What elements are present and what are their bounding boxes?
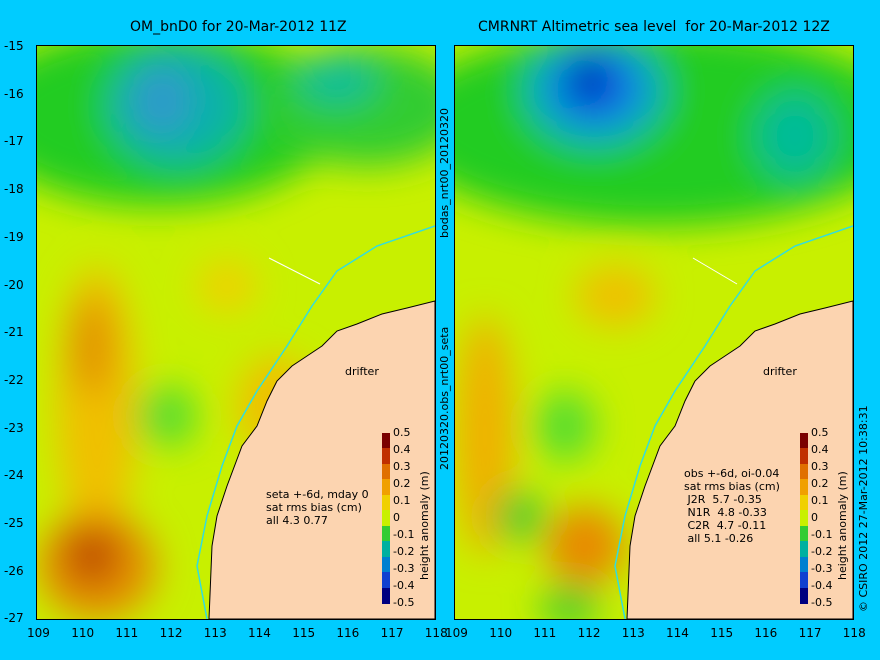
x-tick-label: 114 bbox=[666, 626, 689, 640]
colorbar-swatch bbox=[800, 463, 808, 481]
colorbar-swatch bbox=[800, 587, 808, 604]
x-tick-label: 110 bbox=[489, 626, 513, 640]
y-tick-label: -22 bbox=[4, 372, 24, 387]
colorbar-tick-label: -0.1 bbox=[811, 528, 833, 541]
colorbar-tick-label: 0.2 bbox=[393, 477, 411, 490]
x-tick-label: 115 bbox=[710, 626, 734, 640]
y-tick-label: -15 bbox=[4, 39, 24, 53]
y-tick-label: -25 bbox=[4, 516, 24, 530]
colorbar-swatch bbox=[382, 587, 390, 604]
x-tick-label: 114 bbox=[248, 626, 271, 640]
x-tick-label: 112 bbox=[159, 626, 183, 640]
colorbar-tick-label: 0.1 bbox=[393, 494, 411, 507]
left-drifter-label: drifter bbox=[345, 365, 379, 378]
left-map-title: OM_bnD0 for 20-Mar-2012 11Z bbox=[130, 19, 347, 35]
y-tick-label: -18 bbox=[4, 182, 24, 197]
x-tick-label: 116 bbox=[336, 626, 360, 640]
y-tick-label: -16 bbox=[4, 86, 24, 101]
x-tick-label: 113 bbox=[203, 626, 227, 640]
colorbar-tick-label: -0.4 bbox=[811, 579, 833, 592]
colorbar-tick-label: -0.1 bbox=[393, 528, 415, 541]
x-tick-label: 112 bbox=[577, 626, 601, 640]
obs-file-label: 20120320.obs_nrt00_seta bbox=[438, 326, 451, 470]
left-map-svg bbox=[37, 46, 435, 619]
colorbar-swatch bbox=[800, 433, 808, 450]
y-tick-label: -17 bbox=[4, 134, 24, 149]
colorbar-tick-label: -0.3 bbox=[393, 562, 415, 575]
right-map-svg bbox=[455, 46, 853, 619]
colorbar-swatch bbox=[800, 541, 808, 558]
right-stats-box: obs +-6d, oi-0.04 sat rms bias (cm) J2R … bbox=[684, 467, 780, 545]
y-tick-label: -26 bbox=[4, 563, 24, 578]
colorbar-swatch bbox=[382, 433, 390, 450]
colorbar-swatch bbox=[800, 448, 808, 465]
colorbar-swatch bbox=[382, 479, 390, 496]
x-tick-label: 117 bbox=[798, 626, 822, 640]
colorbar-tick-label: -0.4 bbox=[393, 579, 415, 592]
x-tick-label: 116 bbox=[754, 626, 778, 640]
y-tick-label: -20 bbox=[4, 277, 24, 292]
x-tick-label: 115 bbox=[292, 626, 316, 640]
x-tick-label: 111 bbox=[533, 626, 557, 640]
colorbar-swatch bbox=[382, 541, 390, 558]
colorbar-tick-label: 0.4 bbox=[811, 443, 829, 456]
colorbar-swatch bbox=[382, 463, 390, 481]
colorbar-swatch bbox=[800, 494, 808, 512]
colorbar-tick-label: 0.1 bbox=[811, 494, 829, 507]
colorbar-swatch bbox=[382, 494, 390, 512]
copyright-label: © CSIRO 2012 27-Mar-2012 10:38:31 bbox=[857, 405, 870, 612]
x-tick-label: 109 bbox=[445, 626, 468, 640]
colorbar-tick-label: 0.4 bbox=[393, 443, 411, 456]
y-tick-label: -19 bbox=[4, 229, 24, 244]
colorbar-tick-label: 0 bbox=[393, 511, 400, 524]
colorbar-axis-label: height anomaly (m) bbox=[836, 471, 849, 580]
y-tick-label: -24 bbox=[4, 468, 24, 483]
colorbar-swatch bbox=[800, 556, 808, 574]
colorbar-tick-label: 0.5 bbox=[393, 426, 411, 439]
x-tick-label: 111 bbox=[115, 626, 139, 640]
x-tick-label: 110 bbox=[71, 626, 95, 640]
right-drifter-label: drifter bbox=[763, 365, 797, 378]
colorbar-swatch bbox=[800, 479, 808, 496]
y-tick-label: -27 bbox=[4, 611, 24, 626]
colorbar-swatch bbox=[800, 510, 808, 527]
left-stats-box: seta +-6d, mday 0 sat rms bias (cm) all … bbox=[266, 488, 369, 527]
left-drifter-track bbox=[268, 257, 321, 285]
colorbar-tick-label: 0 bbox=[811, 511, 818, 524]
colorbar-swatch bbox=[382, 572, 390, 589]
colorbar-swatch bbox=[800, 525, 808, 543]
colorbar-tick-label: 0.2 bbox=[811, 477, 829, 490]
x-tick-label: 117 bbox=[380, 626, 404, 640]
colorbar-swatch bbox=[382, 510, 390, 527]
x-tick-label: 109 bbox=[27, 626, 50, 640]
colorbar-tick-label: -0.3 bbox=[811, 562, 833, 575]
y-tick-label: -23 bbox=[4, 420, 24, 435]
x-tick-label: 113 bbox=[621, 626, 645, 640]
colorbar-swatch bbox=[382, 556, 390, 574]
right-land bbox=[626, 300, 853, 619]
right-map-title: CMRNRT Altimetric sea level for 20-Mar-2… bbox=[478, 19, 830, 35]
x-tick-label: 118 bbox=[842, 626, 866, 640]
left-shelf-contour bbox=[196, 225, 435, 619]
colorbar-tick-label: 0.3 bbox=[811, 460, 829, 473]
right-shelf-contour bbox=[614, 225, 853, 619]
colorbar-tick-label: 0.5 bbox=[811, 426, 829, 439]
bodas-file-label: bodas_nrt00_20120320 bbox=[438, 108, 451, 238]
colorbar-tick-label: -0.5 bbox=[393, 596, 415, 609]
x-tick-label: 118 bbox=[424, 626, 448, 640]
left-land bbox=[208, 300, 435, 619]
right-map-panel bbox=[454, 45, 854, 620]
colorbar-tick-label: 0.3 bbox=[393, 460, 411, 473]
left-map-panel bbox=[36, 45, 436, 620]
colorbar-tick-label: -0.2 bbox=[811, 545, 833, 558]
colorbar-swatch bbox=[382, 448, 390, 465]
colorbar-tick-label: -0.5 bbox=[811, 596, 833, 609]
colorbar-swatch bbox=[800, 572, 808, 589]
colorbar-swatch bbox=[382, 525, 390, 543]
colorbar-tick-label: -0.2 bbox=[393, 545, 415, 558]
right-drifter-track bbox=[692, 257, 738, 285]
colorbar-axis-label: height anomaly (m) bbox=[418, 471, 431, 580]
y-tick-label: -21 bbox=[4, 325, 24, 340]
